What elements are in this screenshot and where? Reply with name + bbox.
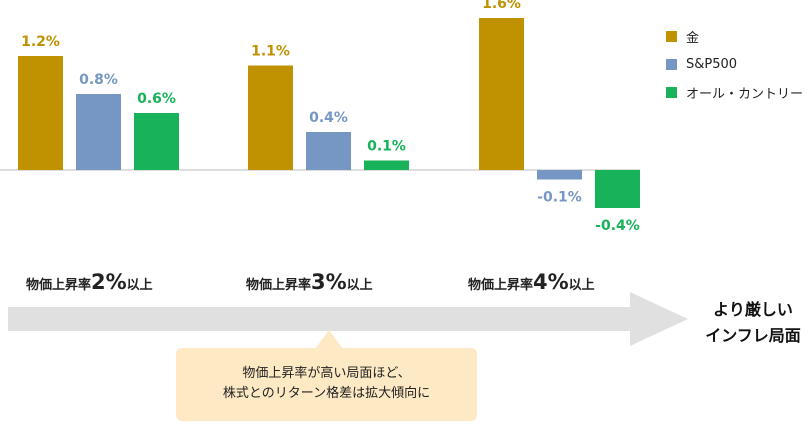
note-text: 物価上昇率が高い局面ほど、 株式とのリターン格差は拡大傾向に	[176, 364, 477, 404]
arrow-shape	[8, 292, 688, 346]
bar-gold-1	[18, 56, 63, 170]
condition-suffix: 以上	[346, 278, 373, 293]
condition-prefix: 物価上昇率	[468, 278, 534, 293]
condition-label-4pct: 物価上昇率4%以上	[468, 270, 595, 294]
note-line1: 物価上昇率が高い局面ほど、	[242, 366, 411, 381]
arrow-label-line2: インフレ局面	[705, 326, 801, 345]
bar-gold-2	[248, 65, 293, 170]
data-label-gold-2: 1.1%	[251, 44, 290, 60]
condition-value: 3%	[311, 270, 347, 294]
bar-sp500-3	[537, 170, 582, 180]
legend-item-gold: 金	[666, 22, 803, 50]
bar-sp500-2	[306, 132, 351, 170]
legend-label-sp500: S&P500	[686, 56, 738, 72]
data-label-all-country-3: -0.4%	[595, 218, 640, 234]
bar-sp500-1	[76, 94, 121, 170]
data-label-gold-3: 1.6%	[482, 0, 521, 12]
data-label-all-country-2: 0.1%	[367, 139, 406, 155]
condition-prefix: 物価上昇率	[246, 278, 312, 293]
bar-all-country-3	[595, 170, 640, 208]
note-pointer	[315, 330, 343, 349]
condition-value: 2%	[91, 270, 127, 294]
bar-all-country-2	[364, 160, 409, 170]
condition-prefix: 物価上昇率	[26, 278, 92, 293]
data-label-all-country-1: 0.6%	[137, 91, 176, 107]
condition-suffix: 以上	[126, 278, 153, 293]
note-line2: 株式とのリターン格差は拡大傾向に	[222, 386, 431, 401]
arrow-label: より厳しい インフレ局面	[694, 297, 812, 349]
inflation-arrow	[8, 292, 688, 346]
legend-swatch-all-country	[666, 86, 677, 98]
legend-label-gold: 金	[686, 30, 700, 46]
legend-swatch-gold	[666, 30, 677, 42]
condition-value: 4%	[533, 270, 569, 294]
condition-label-3pct: 物価上昇率3%以上	[246, 270, 373, 294]
note-box	[176, 348, 477, 421]
condition-label-2pct: 物価上昇率2%以上	[26, 270, 153, 294]
note-pointer-shape	[315, 330, 343, 349]
legend-swatch-sp500	[666, 58, 677, 70]
legend: 金 S&P500 オール・カントリー	[666, 22, 803, 106]
legend-label-all-country: オール・カントリー	[686, 86, 804, 102]
bar-gold-3	[479, 18, 524, 170]
arrow-label-line1: より厳しい	[713, 300, 793, 319]
legend-item-all-country: オール・カントリー	[666, 78, 803, 106]
condition-suffix: 以上	[568, 278, 595, 293]
data-label-sp500-3: -0.1%	[537, 190, 582, 206]
data-label-sp500-1: 0.8%	[79, 72, 118, 88]
data-label-sp500-2: 0.4%	[309, 110, 348, 126]
legend-item-sp500: S&P500	[666, 50, 803, 78]
bar-chart: 1.2% 0.8% 0.6% 1.1% 0.4% 0.1% 1.6% -0.1% -0.4%	[0, 0, 640, 234]
bar-all-country-1	[134, 113, 179, 170]
data-label-gold-1: 1.2%	[21, 34, 60, 50]
